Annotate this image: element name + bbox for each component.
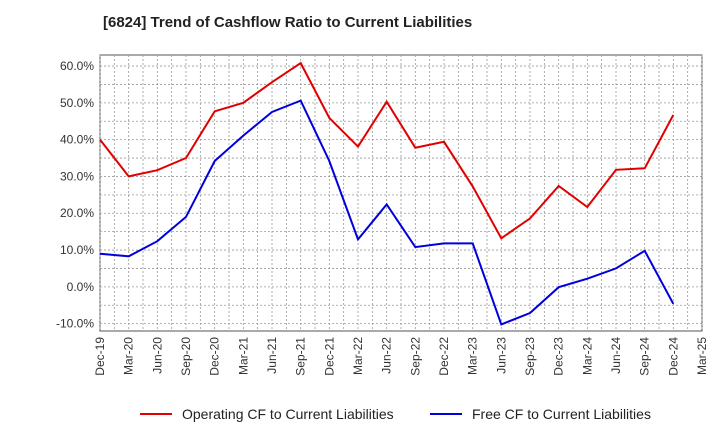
y-tick-label: 30.0% xyxy=(60,169,94,183)
x-tick-label: Jun-21 xyxy=(265,337,279,374)
x-tick-label: Dec-24 xyxy=(666,337,680,376)
x-tick-label: Dec-23 xyxy=(552,337,566,376)
x-tick-label: Jun-24 xyxy=(609,337,623,374)
x-tick-label: Mar-22 xyxy=(351,337,365,375)
y-tick-label: 20.0% xyxy=(60,206,94,220)
series-line-2 xyxy=(99,99,675,326)
x-tick-label: Dec-21 xyxy=(322,337,336,376)
y-tick-label: 50.0% xyxy=(60,96,94,110)
x-tick-label: Mar-25 xyxy=(695,337,709,375)
x-tick-label: Dec-20 xyxy=(208,337,222,376)
x-tick-label: Jun-20 xyxy=(150,337,164,374)
legend-label-1: Operating CF to Current Liabilities xyxy=(182,406,394,422)
y-tick-label: 40.0% xyxy=(60,133,94,147)
x-tick-label: Sep-20 xyxy=(179,337,193,376)
y-tick-label: 10.0% xyxy=(60,243,94,257)
x-tick-label: Sep-24 xyxy=(638,337,652,376)
chart-title: [6824] Trend of Cashflow Ratio to Curren… xyxy=(103,14,473,31)
x-tick-label: Mar-21 xyxy=(236,337,250,375)
series-line-1 xyxy=(99,61,675,240)
x-tick-label: Sep-21 xyxy=(294,337,308,376)
x-tick-label: Mar-20 xyxy=(122,337,136,375)
legend-label-2: Free CF to Current Liabilities xyxy=(472,406,651,422)
x-tick-label: Mar-23 xyxy=(466,337,480,375)
x-tick-label: Mar-24 xyxy=(580,337,594,375)
y-tick-label: 0.0% xyxy=(67,280,95,294)
x-tick-label: Jun-23 xyxy=(494,337,508,374)
x-tick-label: Dec-22 xyxy=(437,337,451,376)
x-tick-label: Sep-23 xyxy=(523,337,537,376)
x-tick-label: Jun-22 xyxy=(380,337,394,374)
y-tick-label: 60.0% xyxy=(60,59,94,73)
y-tick-label: -10.0% xyxy=(56,317,94,331)
x-tick-label: Dec-19 xyxy=(93,337,107,376)
x-tick-label: Sep-22 xyxy=(408,337,422,376)
